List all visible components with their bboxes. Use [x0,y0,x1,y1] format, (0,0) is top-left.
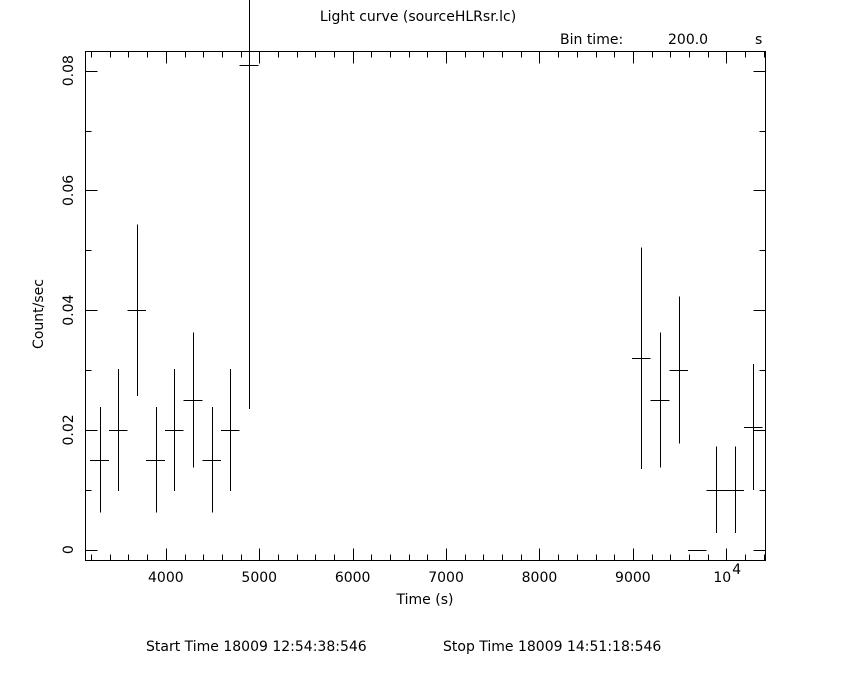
chart-title: Light curve (sourceHLRsr.lc) [320,9,516,25]
data-point [744,364,763,490]
y-tick-label: 0.06 [61,175,77,206]
x-tick-label: 9000 [615,570,651,586]
y-tick-label: 0.08 [61,55,77,86]
data-point [90,407,109,513]
start-time-label: Start Time 18009 12:54:38:546 [146,639,367,655]
bin-time-unit: s [755,32,762,48]
x-tick-label: 6000 [335,570,371,586]
y-axis-tick-labels: 0 0.02 0.04 0.06 0.08 [61,55,77,554]
y-tick-label: 0.04 [61,295,77,326]
data-point [183,332,203,468]
data-point [631,247,651,469]
bin-time-value: 200.0 [668,32,708,48]
x-tick-label: 4000 [148,570,184,586]
x-axis-label: Time (s) [396,592,454,608]
plot-frame [85,51,766,561]
data-point [725,446,745,533]
data-point [239,0,259,409]
x-axis-ticks [91,51,765,561]
bin-time-label: Bin time: [560,32,623,48]
y-tick-label: 0.02 [61,414,77,445]
data-point [127,224,147,396]
data-point [146,407,165,513]
y-axis-label: Count/sec [31,279,47,349]
y-tick-label: 0 [61,545,77,554]
data-point [706,446,726,533]
data-point [669,296,688,444]
x-tick-label-exponent: 4 [732,562,741,578]
x-tick-label: 5000 [241,570,277,586]
x-tick-label: 7000 [428,570,464,586]
data-point [164,368,184,492]
y-axis-ticks [85,71,766,551]
x-tick-label: 8000 [522,570,558,586]
data-point [108,368,128,492]
data-points [90,0,766,551]
data-point [650,332,670,468]
data-point [220,368,240,492]
stop-time-label: Stop Time 18009 14:51:18:546 [443,639,661,655]
x-axis-tick-labels: 4000 5000 6000 7000 8000 9000 10 4 [148,562,741,586]
x-tick-label: 10 [713,570,731,586]
data-point [202,407,221,513]
